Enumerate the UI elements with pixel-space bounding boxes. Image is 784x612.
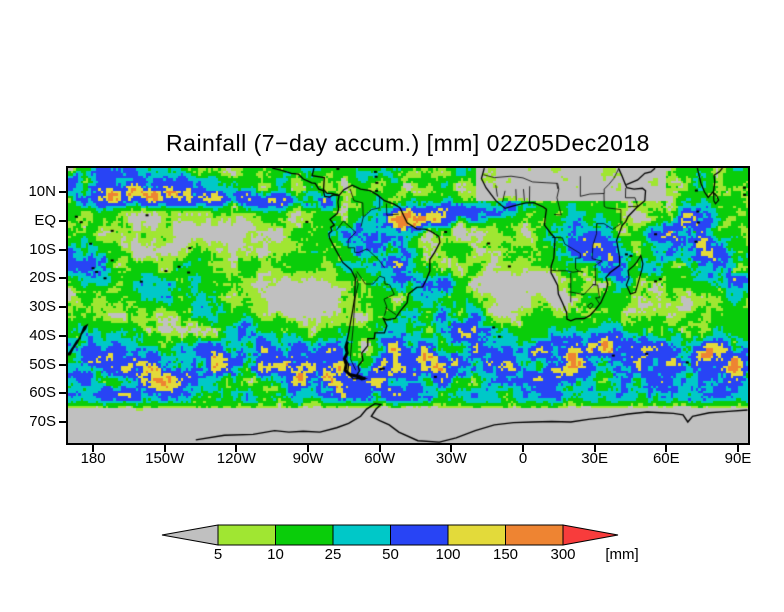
lon-tick-label: 90W — [292, 450, 324, 467]
lat-tick — [59, 421, 67, 423]
colorbar-tick-label: 150 — [492, 546, 519, 563]
lon-tick — [378, 445, 381, 452]
lat-tick — [59, 191, 67, 193]
lon-tick-label: 30W — [435, 450, 467, 467]
lon-tick-label: 0 — [518, 450, 528, 467]
lon-tick — [450, 445, 453, 452]
lat-tick — [59, 277, 67, 280]
lat-tick — [59, 392, 67, 395]
lat-tick-label: 10N — [28, 183, 56, 201]
colorbar-band — [505, 524, 564, 546]
lat-tick — [59, 363, 67, 366]
lon-tick-label: 180 — [80, 450, 106, 467]
colorbar-above-arrow — [562, 524, 619, 546]
lon-tick — [235, 445, 238, 452]
colorbar-band — [447, 524, 506, 546]
lon-tick-label: 150W — [145, 450, 185, 467]
lon-tick-label: 90E — [724, 450, 752, 467]
colorbar-band — [332, 524, 391, 546]
lat-tick-label: 60S — [29, 384, 56, 402]
lon-tick-label: 30E — [581, 450, 609, 467]
colorbar-band — [217, 524, 276, 546]
lon-tick — [736, 445, 739, 452]
lat-tick-label: 20S — [29, 269, 56, 287]
lat-tick-label: EQ — [34, 211, 56, 229]
lon-tick-label: 60W — [364, 450, 396, 467]
colorbar-tick-label: 50 — [382, 546, 399, 563]
colorbar-tick-label: 100 — [435, 546, 461, 563]
lon-tick — [665, 445, 668, 452]
lat-tick-label: 30S — [29, 298, 56, 316]
colorbar-tick-label: 25 — [324, 546, 342, 563]
rainfall-map-canvas — [68, 168, 748, 443]
colorbar-band — [275, 524, 334, 546]
map-frame — [66, 166, 750, 445]
plot-title: Rainfall (7−day accum.) [mm] 02Z05Dec201… — [166, 130, 650, 156]
lat-tick — [59, 219, 67, 222]
lon-tick — [92, 445, 95, 452]
colorbar-below-arrow — [161, 524, 219, 546]
colorbar-tick-label: 10 — [267, 546, 284, 563]
lon-tick — [522, 445, 524, 452]
lat-tick — [59, 334, 67, 337]
lat-tick — [59, 248, 67, 251]
colorbar-units-label: [mm] — [605, 546, 639, 563]
lat-tick-label: 70S — [29, 413, 56, 431]
lat-tick-label: 50S — [29, 355, 56, 373]
colorbar-tick-label: 5 — [213, 546, 223, 563]
lon-tick — [593, 445, 596, 452]
lat-tick-label: 10S — [29, 240, 56, 258]
lon-tick — [163, 445, 166, 452]
lon-tick — [307, 445, 310, 452]
colorbar-band — [390, 524, 449, 546]
lat-tick-label: 40S — [29, 326, 56, 344]
lon-tick-label: 120W — [216, 450, 256, 467]
lat-tick — [59, 306, 67, 308]
colorbar-tick-label: 300 — [550, 546, 576, 563]
lon-tick-label: 60E — [652, 450, 680, 467]
